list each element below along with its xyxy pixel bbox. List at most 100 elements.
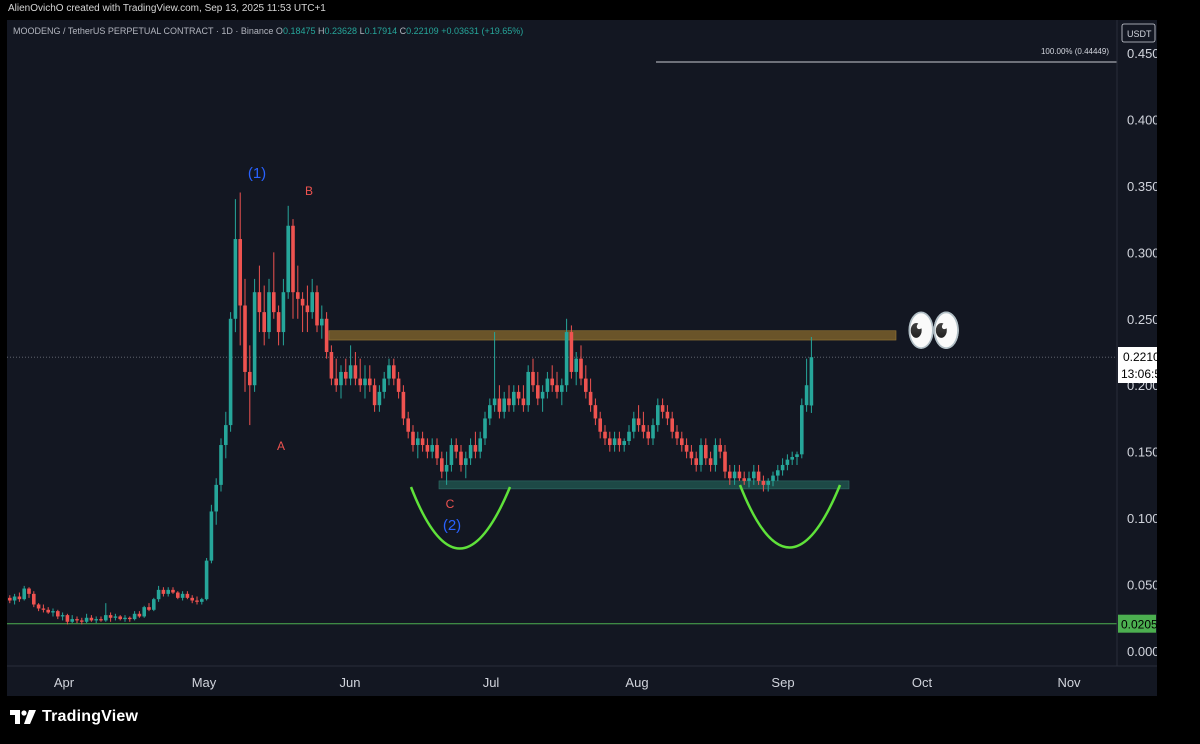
candle-body [396,378,401,392]
candle-body [267,292,271,333]
candle-body [742,478,746,481]
candle-body [108,615,113,618]
chart-canvas[interactable]: 100.00% (0.44449) (1) B A C (2) 👀 USDT 0.45000 0… [7,20,1157,696]
time-tick-label: Apr [54,675,75,690]
candle-body [440,458,444,472]
price-tick-label: 0.45000 [1127,46,1157,61]
candle-body [324,318,329,352]
wave-2-label[interactable]: (2) [443,517,461,534]
candle-body [171,589,175,593]
candle-body [142,607,146,617]
currency-label: USDT [1127,29,1152,39]
candle-body [483,418,487,439]
low-value: 0.17914 [364,26,398,36]
candle-body [804,385,809,406]
currency-badge[interactable] [1121,23,1156,43]
candle-body [646,431,650,439]
candle-body [46,609,50,613]
candle-body [780,464,785,471]
candle-body [492,398,497,406]
candle-body [315,292,319,326]
resistance-zone[interactable] [328,330,897,341]
wave-a-label[interactable]: A [277,439,285,453]
candle-body [176,592,180,598]
candle-body [252,292,257,386]
candle-body [641,425,646,432]
support-zone[interactable] [438,480,850,490]
candle-body [137,613,142,617]
price-tick-label: 0.30000 [1127,245,1157,260]
candle-body [180,593,185,598]
candle-body [545,378,550,392]
candle-body [732,471,737,479]
candle-body [233,239,238,319]
candle-body [723,451,727,472]
symbol-title[interactable]: MOODENG / TetherUS PERPETUAL CONTRACT · … [13,26,274,36]
candle-body [713,445,718,465]
tradingview-logo[interactable]: TradingView [10,708,138,726]
candle-body [444,464,449,472]
candle-body [60,615,65,617]
candle-body [728,471,732,479]
candle-body [128,617,132,620]
candle-body [204,560,209,600]
candle-body [339,371,343,386]
candle-body [684,445,689,452]
candle-body [516,391,521,399]
candle-body [665,411,670,419]
chart-panel[interactable]: 100.00% (0.44449) (1) B A C (2) 👀 USDT 0.45000 0… [7,20,1157,696]
candle-body [185,593,190,598]
candle-body [243,305,247,372]
eyes-emoji[interactable]: 👀 [905,304,962,356]
candle-body [94,619,98,621]
current-price-tag[interactable] [1118,347,1157,383]
wave-1-label[interactable]: (1) [248,165,266,182]
candle-body [809,357,814,406]
wave-b-label[interactable]: B [305,184,313,198]
right-cup-curve[interactable] [738,484,842,549]
candle-body [425,445,430,452]
candle-body [670,418,674,432]
candle-body [353,365,358,379]
candle-body [214,484,218,512]
candle-body [704,445,708,459]
candle-body [651,425,655,439]
candle-body [80,620,84,622]
candle-body [118,616,122,620]
candle-body [281,292,286,333]
wave-c-label[interactable]: C [446,497,455,511]
candle-body [593,405,598,419]
candle-body [228,318,233,426]
left-cup-curve[interactable] [409,486,512,550]
candle-body [526,371,530,406]
candle-body [51,611,55,613]
candle-body [497,398,502,412]
time-tick-label: Aug [625,675,648,690]
candle-body [776,470,780,476]
time-tick-label: May [192,675,217,690]
candle-body [680,438,684,446]
candle-body [454,445,458,452]
candle-body [632,418,636,432]
candle-body [459,451,463,465]
price-tick-label: 0.05000 [1127,578,1157,593]
candle-body [627,431,631,442]
candle-body [219,445,223,485]
candle-body [89,617,94,621]
candle-body [464,458,468,465]
candle-body [368,378,372,386]
candle-body [574,358,578,372]
candle-body [569,332,574,372]
candle-body [560,385,564,392]
tradingview-logo-icon [10,710,36,724]
candle-body [358,378,362,386]
symbol-header: MOODENG / TetherUS PERPETUAL CONTRACT · … [13,26,523,36]
candle-body [387,365,391,379]
price-tick-label: 0.15000 [1127,445,1157,460]
candle-body [430,445,434,452]
candle-body [675,431,679,439]
candle-body [276,312,281,333]
candle-body [656,405,660,426]
candle-body [75,619,79,621]
candle-body [785,459,790,465]
